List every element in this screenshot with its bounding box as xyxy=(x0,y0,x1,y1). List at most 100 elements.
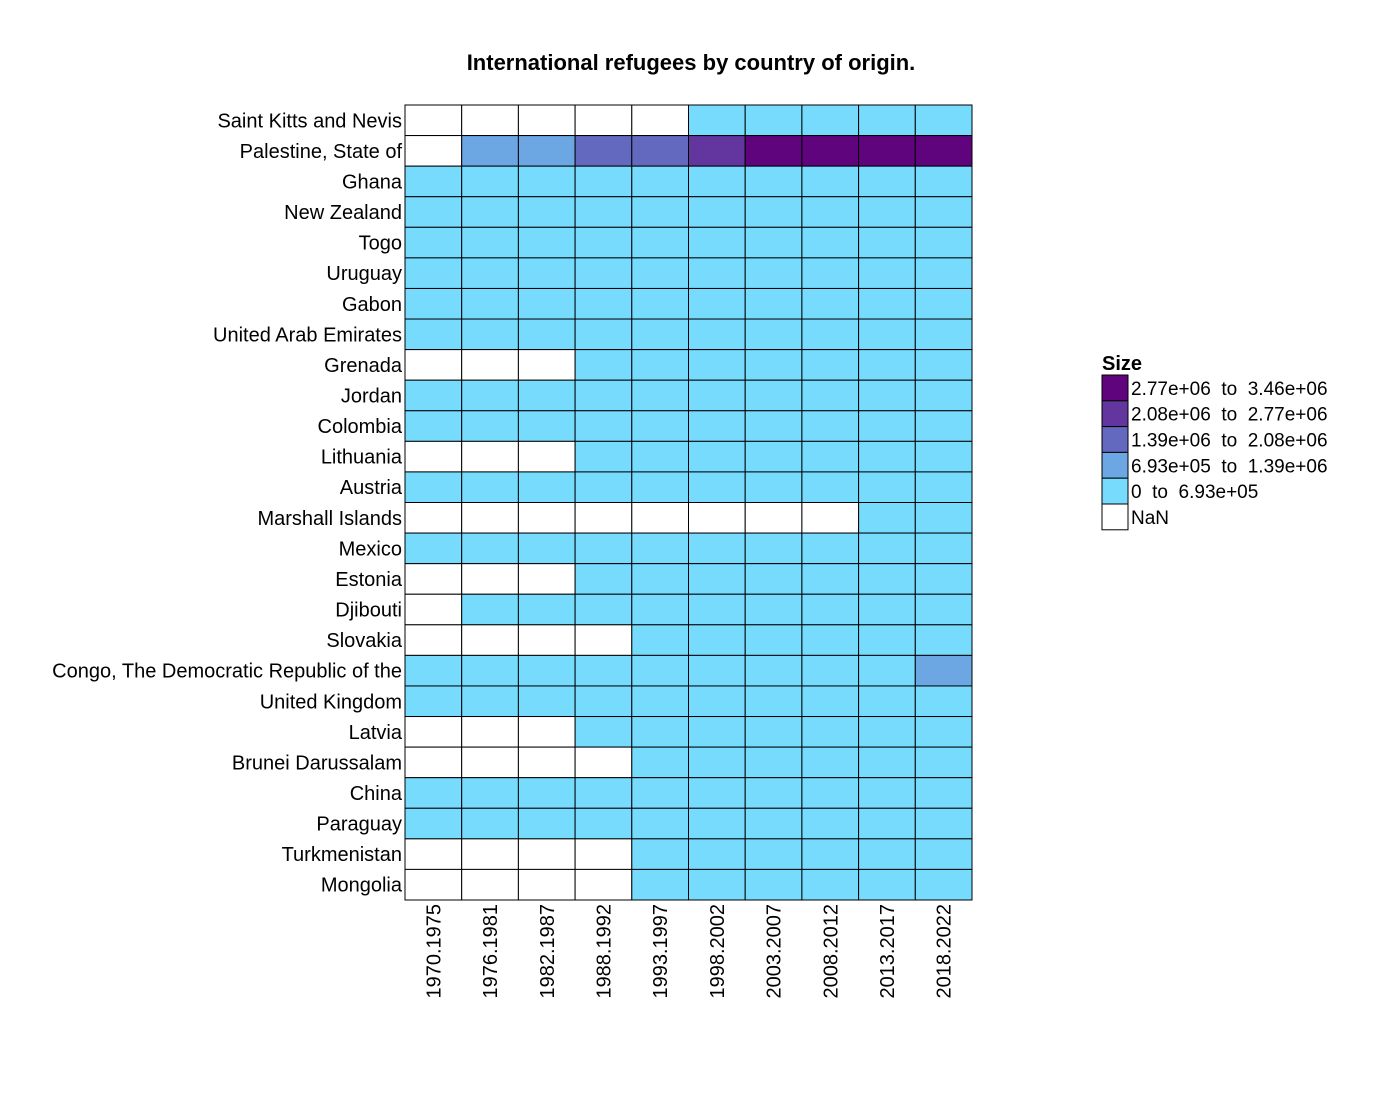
heatmap-cell xyxy=(461,563,519,595)
heatmap-cell xyxy=(404,502,463,534)
heatmap-cell xyxy=(801,868,860,901)
heatmap-cell xyxy=(517,624,576,656)
legend-title: Size xyxy=(1102,353,1142,375)
heatmap-cell xyxy=(744,349,803,381)
heatmap-cell xyxy=(631,410,689,442)
row-label: Gabon xyxy=(342,294,402,316)
legend: Size 2.77e+06 to 3.46e+06 2.08e+06 to 2.7… xyxy=(1101,353,1328,531)
row-label: Brunei Darussalam xyxy=(232,752,402,774)
heatmap-cell xyxy=(404,593,463,626)
heatmap-cell xyxy=(574,868,633,901)
heatmap-cell xyxy=(858,410,916,442)
heatmap-cell xyxy=(858,135,916,167)
heatmap-cell xyxy=(688,807,746,840)
row-label: United Arab Emirates xyxy=(213,324,402,346)
heatmap-cell xyxy=(858,257,916,289)
heatmap-cell xyxy=(801,654,860,687)
heatmap-cell xyxy=(404,838,463,870)
heatmap-cell xyxy=(688,502,746,534)
heatmap-cell xyxy=(631,349,689,381)
heatmap-cell xyxy=(631,135,689,167)
heatmap-cell xyxy=(744,165,803,198)
heatmap-cell xyxy=(404,685,463,718)
heatmap-cell xyxy=(461,135,519,167)
heatmap-cell xyxy=(688,135,746,167)
heatmap-cell xyxy=(574,440,633,473)
heatmap-cell xyxy=(688,654,746,687)
heatmap-cell xyxy=(914,257,973,289)
heatmap-cell xyxy=(801,502,860,534)
heatmap-cell xyxy=(744,471,803,503)
heatmap-cell xyxy=(688,838,746,870)
row-label: China xyxy=(350,783,403,805)
heatmap-cell xyxy=(688,716,746,748)
heatmap-cell xyxy=(404,440,463,473)
column-label: 1988.1992 xyxy=(593,904,615,999)
heatmap-cell xyxy=(801,257,860,289)
heatmap-cell xyxy=(858,746,916,779)
heatmap-cell xyxy=(631,838,689,870)
heatmap-cell xyxy=(858,716,916,748)
row-labels: Saint Kitts and Nevis Palestine, State of… xyxy=(52,110,403,896)
heatmap-cell xyxy=(914,807,973,840)
heatmap-cell xyxy=(517,196,576,228)
heatmap-cell xyxy=(461,440,519,473)
heatmap-cell xyxy=(858,318,916,351)
heatmap-cell xyxy=(688,532,746,565)
heatmap-cell xyxy=(744,654,803,687)
heatmap-cell xyxy=(574,624,633,656)
heatmap-cell xyxy=(631,226,689,259)
heatmap-cell xyxy=(574,563,633,595)
heatmap-cell xyxy=(517,716,576,748)
heatmap-cell xyxy=(744,624,803,656)
heatmap-cell xyxy=(461,838,519,870)
heatmap-cell xyxy=(688,868,746,901)
heatmap-cell xyxy=(574,807,633,840)
heatmap-cell xyxy=(914,104,973,137)
heatmap-cell xyxy=(914,777,973,809)
heatmap-cell xyxy=(801,379,860,412)
row-label: Uruguay xyxy=(326,263,402,285)
heatmap-cell xyxy=(858,226,916,259)
heatmap-cell xyxy=(517,226,576,259)
row-label: Estonia xyxy=(335,569,403,591)
legend-swatch xyxy=(1101,374,1129,402)
heatmap-cell xyxy=(744,257,803,289)
heatmap-cell xyxy=(461,287,519,320)
heatmap-cell xyxy=(404,777,463,809)
heatmap-cell xyxy=(914,135,973,167)
heatmap-cell xyxy=(688,226,746,259)
heatmap-cell xyxy=(461,318,519,351)
heatmap-cell xyxy=(858,196,916,228)
heatmap-cell xyxy=(744,532,803,565)
heatmap-cell xyxy=(404,135,463,167)
legend-swatch xyxy=(1101,477,1129,505)
heatmap-cell xyxy=(631,502,689,534)
heatmap-cell xyxy=(574,379,633,412)
heatmap-cell xyxy=(688,777,746,809)
heatmap-cell xyxy=(914,196,973,228)
heatmap-cell xyxy=(744,440,803,473)
heatmap-cell xyxy=(801,777,860,809)
heatmap-cell xyxy=(688,685,746,718)
heatmap-cell xyxy=(688,471,746,503)
heatmap-cell xyxy=(858,379,916,412)
heatmap-cell xyxy=(914,440,973,473)
heatmap-cell xyxy=(914,287,973,320)
heatmap-cell xyxy=(574,349,633,381)
heatmap-cell xyxy=(517,471,576,503)
heatmap-cell xyxy=(404,104,463,137)
heatmap-cell xyxy=(631,379,689,412)
heatmap-cell xyxy=(461,379,519,412)
heatmap-cell xyxy=(517,257,576,289)
heatmap-cell xyxy=(574,593,633,626)
heatmap-cell xyxy=(801,716,860,748)
heatmap-cell xyxy=(631,624,689,656)
heatmap-cell xyxy=(404,532,463,565)
heatmap-cell xyxy=(517,349,576,381)
heatmap-cell xyxy=(631,287,689,320)
heatmap-cell xyxy=(688,257,746,289)
heatmap-cell xyxy=(574,135,633,167)
heatmap-cell xyxy=(858,502,916,534)
heatmap-cell xyxy=(801,165,860,198)
